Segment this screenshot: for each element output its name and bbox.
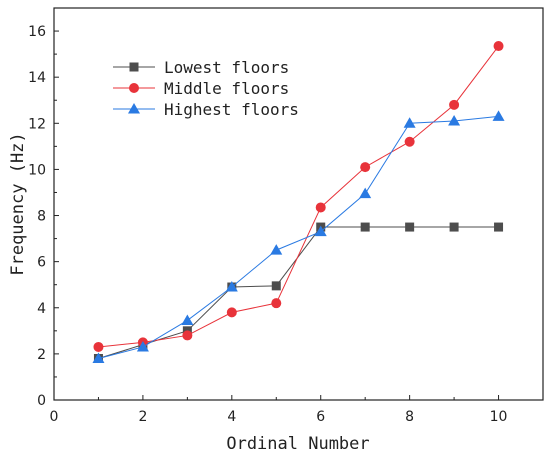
data-point	[403, 117, 416, 128]
x-tick-label: 4	[227, 409, 236, 425]
data-point	[449, 99, 460, 110]
series-middle-floors	[93, 41, 504, 352]
data-point	[448, 114, 461, 126]
x-axis-title: Ordinal Number	[226, 434, 369, 454]
data-point	[225, 281, 238, 292]
y-tick-label: 16	[28, 24, 46, 40]
data-point	[492, 110, 505, 121]
y-tick-label: 6	[37, 255, 46, 271]
data-point	[405, 222, 415, 232]
data-point	[92, 352, 105, 363]
axis-ticks: 0 2 4 6 8 10 0 2 4 6 8 10 12 14 16	[28, 24, 507, 425]
data-point	[271, 281, 281, 291]
series-layer	[92, 41, 505, 363]
data-point	[271, 298, 282, 309]
data-point	[270, 244, 283, 255]
data-point	[315, 202, 326, 213]
y-axis-title: Frequency (Hz)	[8, 132, 28, 275]
data-point	[360, 222, 370, 232]
data-point	[449, 222, 459, 232]
plot-frame	[53, 7, 544, 401]
legend-label: Lowest floors	[164, 58, 289, 77]
y-tick-label: 8	[37, 209, 46, 225]
series-line	[98, 115, 499, 359]
y-tick-label: 2	[37, 347, 46, 363]
data-point	[404, 136, 415, 147]
y-tick-label: 0	[37, 393, 46, 409]
data-point	[226, 307, 237, 318]
y-tick-label: 4	[37, 301, 46, 317]
x-tick-label: 8	[405, 409, 414, 425]
legend-marker	[128, 103, 140, 114]
legend-marker	[129, 83, 139, 93]
x-tick-label: 6	[316, 409, 325, 425]
series-line	[98, 226, 499, 359]
x-tick-label: 2	[138, 409, 147, 425]
data-point	[93, 341, 104, 352]
data-point	[181, 314, 194, 325]
data-point	[136, 340, 149, 352]
x-tick-label: 0	[50, 409, 59, 425]
series-line	[98, 45, 499, 348]
data-point	[182, 330, 193, 341]
data-point	[360, 162, 371, 173]
data-point	[359, 187, 372, 199]
y-tick-label: 12	[28, 116, 46, 132]
y-tick-label: 10	[28, 162, 46, 178]
data-point	[494, 222, 504, 232]
series-highest-floors	[92, 110, 505, 363]
data-point	[314, 225, 327, 237]
data-point	[493, 41, 504, 52]
legend: Lowest floors Middle floors Highest floors	[113, 58, 299, 119]
y-tick-label: 14	[28, 70, 46, 86]
legend-marker	[129, 62, 139, 72]
series-lowest-floors	[93, 222, 504, 363]
legend-label: Middle floors	[164, 79, 289, 98]
x-tick-label: 10	[490, 409, 508, 425]
legend-label: Highest floors	[164, 100, 299, 119]
